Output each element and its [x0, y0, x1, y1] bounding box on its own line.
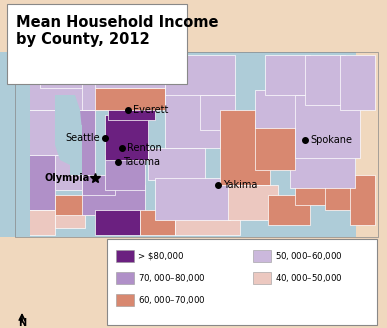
Bar: [155, 178, 230, 220]
Bar: [265, 55, 310, 95]
Bar: [55, 210, 85, 228]
Bar: [228, 185, 278, 220]
Bar: [295, 175, 330, 205]
Bar: [70, 110, 95, 175]
Bar: [165, 55, 235, 95]
Text: $40,000–$50,000: $40,000–$50,000: [275, 272, 343, 284]
Polygon shape: [55, 95, 82, 165]
Text: Everett: Everett: [133, 105, 168, 115]
Bar: [295, 95, 360, 158]
Bar: [290, 145, 355, 188]
Bar: [105, 115, 148, 160]
Bar: [18, 80, 95, 110]
Bar: [95, 55, 165, 88]
Bar: [268, 195, 310, 225]
Bar: [116, 294, 134, 306]
Bar: [340, 55, 375, 110]
Bar: [253, 250, 271, 262]
Text: $50,000–$60,000: $50,000–$60,000: [275, 250, 343, 262]
Bar: [55, 155, 82, 190]
Text: Renton: Renton: [127, 143, 162, 153]
Text: $70,000–$80,000: $70,000–$80,000: [138, 272, 206, 284]
Bar: [255, 90, 300, 128]
Bar: [255, 120, 295, 170]
Text: Tacoma: Tacoma: [123, 157, 160, 167]
Bar: [82, 175, 115, 195]
Text: Seattle: Seattle: [65, 133, 100, 143]
Bar: [95, 88, 165, 110]
Text: Yakima: Yakima: [223, 180, 257, 190]
Bar: [108, 88, 155, 120]
Bar: [356, 52, 378, 237]
Bar: [55, 195, 95, 215]
Text: $60,000–$70,000: $60,000–$70,000: [138, 294, 206, 306]
Text: > $80,000: > $80,000: [138, 252, 183, 260]
Bar: [148, 148, 205, 180]
Bar: [15, 52, 378, 237]
Bar: [220, 110, 270, 185]
Bar: [200, 95, 235, 130]
Text: Mean Household Income
by County, 2012: Mean Household Income by County, 2012: [16, 15, 219, 48]
FancyBboxPatch shape: [107, 239, 377, 325]
Bar: [253, 272, 271, 284]
Text: Spokane: Spokane: [310, 135, 352, 145]
Bar: [140, 210, 175, 235]
Bar: [82, 82, 108, 110]
Text: Olympia: Olympia: [45, 173, 90, 183]
Bar: [40, 70, 82, 88]
Bar: [0, 52, 30, 237]
Bar: [116, 272, 134, 284]
Bar: [175, 210, 240, 235]
Bar: [105, 155, 145, 190]
Bar: [350, 175, 375, 225]
Bar: [305, 55, 345, 105]
Text: N: N: [18, 318, 26, 328]
Bar: [0, 52, 378, 237]
Bar: [18, 110, 70, 155]
Bar: [325, 175, 355, 210]
Bar: [116, 250, 134, 262]
FancyBboxPatch shape: [7, 4, 187, 84]
Bar: [18, 210, 55, 235]
Bar: [70, 125, 82, 175]
Bar: [95, 210, 140, 235]
Bar: [18, 155, 55, 210]
Bar: [82, 185, 145, 215]
Bar: [165, 88, 220, 148]
